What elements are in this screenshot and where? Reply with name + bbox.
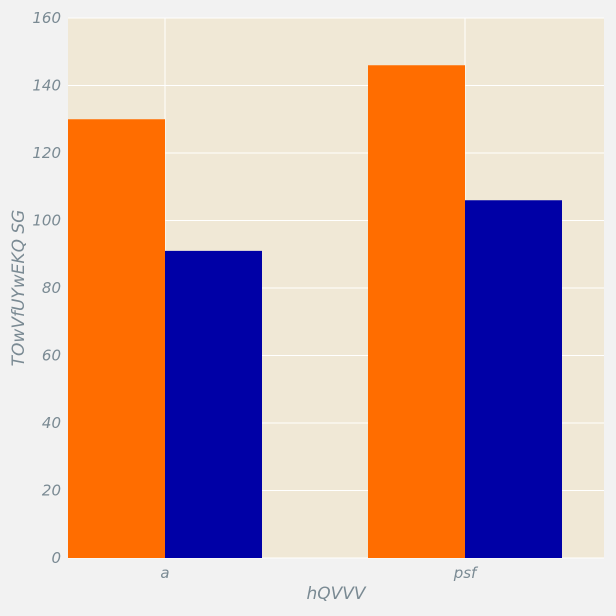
bars xyxy=(68,65,562,558)
y-tick-label: 40 xyxy=(42,414,61,432)
x-tick-label: psf xyxy=(453,564,479,582)
y-tick-label: 120 xyxy=(32,144,61,162)
y-tick-label: 20 xyxy=(42,482,61,500)
bar-series-1-psf xyxy=(368,65,465,558)
y-tick-label: 140 xyxy=(32,77,61,95)
x-axis-label: hQVVV xyxy=(306,584,366,604)
bar-series-2-psf xyxy=(465,200,562,558)
y-tick-label: 60 xyxy=(42,347,61,365)
x-axis-ticks: a psf xyxy=(160,564,479,582)
x-tick-label: a xyxy=(160,564,169,582)
bar-series-2-a xyxy=(165,250,262,558)
y-tick-label: 100 xyxy=(32,212,61,230)
bar-series-1-a xyxy=(68,119,165,558)
y-axis-ticks: 0 20 40 60 80 100 120 140 160 xyxy=(32,9,61,567)
y-axis-label: TOwVfUYwEKQ SG xyxy=(9,210,29,367)
y-tick-label: 80 xyxy=(42,279,61,297)
y-tick-label: 160 xyxy=(32,9,61,27)
y-tick-label: 0 xyxy=(51,549,61,567)
